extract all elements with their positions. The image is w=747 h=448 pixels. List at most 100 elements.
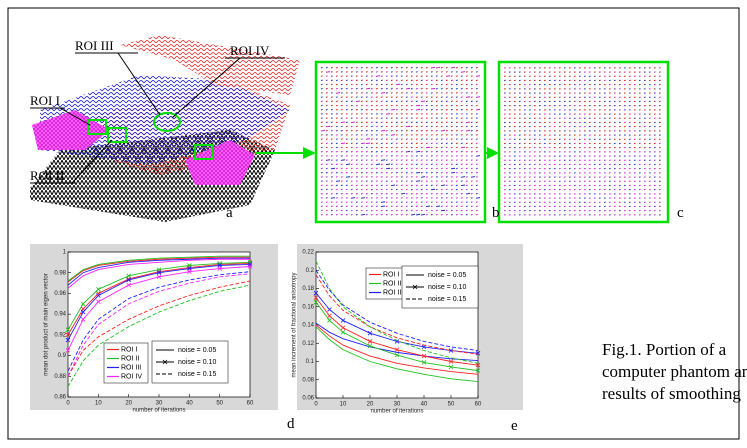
vector-dot xyxy=(370,155,373,157)
vector-dot xyxy=(360,134,363,136)
caption-line: results of smoothing xyxy=(602,384,741,403)
vector-dot xyxy=(430,113,433,115)
vector-dot xyxy=(365,197,368,199)
vector-dot xyxy=(335,104,338,107)
vector-dot xyxy=(340,159,346,161)
vector-dot xyxy=(470,197,473,199)
point-marker xyxy=(187,269,192,274)
vector-dot xyxy=(450,92,453,94)
vector-dot xyxy=(380,163,383,166)
vector-dot xyxy=(430,184,433,187)
vector-dot xyxy=(335,213,338,216)
x-axis-label: number of iterations xyxy=(132,408,185,414)
y-tick-label: 0.08 xyxy=(302,377,314,383)
vector-dot xyxy=(355,201,358,203)
vector-dot xyxy=(335,163,338,166)
vector-dot xyxy=(345,180,348,182)
vector-dot xyxy=(440,66,443,69)
vector-dot xyxy=(415,142,418,145)
vector-dot xyxy=(420,159,423,161)
vector-dot xyxy=(475,188,478,191)
vector-dot xyxy=(450,167,456,170)
vector-dot xyxy=(340,180,343,182)
vector-dot xyxy=(320,121,323,124)
vector-dot xyxy=(430,201,433,203)
vector-dot xyxy=(330,176,333,178)
vector-dot xyxy=(370,75,373,77)
vector-dot xyxy=(350,138,353,140)
vector-dot xyxy=(470,79,473,82)
vector-dot xyxy=(350,180,353,182)
vector-dot xyxy=(440,197,443,199)
vector-dot xyxy=(435,180,438,182)
vector-dot xyxy=(345,155,348,157)
vector-dot xyxy=(320,100,323,103)
vector-dot xyxy=(345,184,348,187)
vector-dot xyxy=(460,197,463,199)
vector-dot xyxy=(365,104,368,107)
legend-label: ROI III xyxy=(121,364,141,371)
vector-dot xyxy=(425,201,428,203)
x-tick-label: 40 xyxy=(186,401,193,407)
vector-dot xyxy=(335,197,338,199)
vector-dot xyxy=(430,100,433,103)
vector-dot xyxy=(325,138,328,140)
vector-dot xyxy=(355,146,358,149)
vector-dot xyxy=(385,117,388,119)
vector-dot xyxy=(380,201,386,203)
vector-dot xyxy=(475,100,478,103)
x-tick-label: 20 xyxy=(125,401,132,407)
vector-dot xyxy=(465,113,468,115)
vector-dot xyxy=(330,134,333,136)
vector-dot xyxy=(420,171,423,174)
vector-dot xyxy=(455,150,458,153)
vector-dot xyxy=(365,150,368,153)
x-tick-label: 60 xyxy=(475,402,482,408)
vector-dot xyxy=(360,150,363,153)
vector-dot xyxy=(365,201,368,203)
vector-dot xyxy=(345,104,348,107)
vector-dot xyxy=(395,125,398,128)
vector-dot xyxy=(400,180,403,182)
vector-dot xyxy=(375,66,378,69)
vector-dot xyxy=(425,75,428,77)
vector-dot xyxy=(380,125,383,128)
vector-dot xyxy=(340,125,343,128)
vector-dot xyxy=(455,108,458,111)
y-tick-label: 0.2 xyxy=(306,268,315,274)
vector-dot xyxy=(460,113,463,115)
vector-dot xyxy=(445,79,448,82)
vector-dot xyxy=(340,138,343,140)
vector-dot xyxy=(410,188,413,191)
vector-dot xyxy=(350,83,353,86)
vector-dot xyxy=(395,71,398,73)
vector-dot xyxy=(420,163,423,166)
vector-dot xyxy=(375,209,378,212)
vector-dot xyxy=(420,184,423,187)
vector-dot xyxy=(350,113,353,115)
vector-dot xyxy=(405,108,408,111)
vector-dot xyxy=(420,150,423,153)
vector-dot xyxy=(410,108,413,111)
vector-dot xyxy=(335,83,338,86)
vector-dot xyxy=(405,155,408,157)
vector-dot xyxy=(350,79,353,82)
vector-dot xyxy=(405,96,408,98)
vector-dot xyxy=(390,197,393,199)
vector-dot xyxy=(330,180,333,182)
vector-dot xyxy=(340,184,343,187)
vector-dot xyxy=(325,180,328,182)
vector-dot xyxy=(440,125,443,128)
vector-dot xyxy=(395,121,398,124)
vector-dot xyxy=(395,167,398,170)
vector-dot xyxy=(450,117,453,119)
legend-label: ROI I xyxy=(121,346,137,353)
series-line xyxy=(315,301,479,372)
vector-dot xyxy=(415,205,418,208)
vector-dot xyxy=(450,150,453,153)
vector-dot xyxy=(435,129,438,132)
roi-box xyxy=(87,119,107,135)
vector-dot xyxy=(430,129,433,132)
vector-dot xyxy=(330,83,333,86)
